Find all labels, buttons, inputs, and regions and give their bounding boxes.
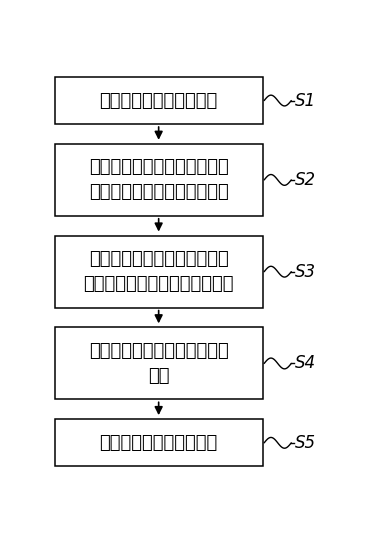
FancyBboxPatch shape: [54, 236, 263, 308]
Text: 对信标单元设定发射参数: 对信标单元设定发射参数: [99, 91, 218, 110]
Text: S4: S4: [295, 355, 316, 372]
FancyBboxPatch shape: [54, 144, 263, 216]
Text: 解除信标单元无线电信号: 解除信标单元无线电信号: [99, 434, 218, 452]
Text: S5: S5: [295, 434, 316, 452]
FancyBboxPatch shape: [54, 77, 263, 124]
FancyBboxPatch shape: [54, 419, 263, 466]
Text: 启动并驱使寻标小车靠近信标
单元: 启动并驱使寻标小车靠近信标 单元: [89, 342, 229, 385]
Text: S2: S2: [295, 171, 316, 189]
Text: S1: S1: [295, 91, 316, 110]
FancyBboxPatch shape: [54, 328, 263, 399]
Text: 信标单元发出特定频率且调制
有信标摩尔斯码的无线电信号: 信标单元发出特定频率且调制 有信标摩尔斯码的无线电信号: [89, 158, 229, 201]
Text: 对测向单元设定接收参数，识
别信标摩尔斯码启动无线电测向: 对测向单元设定接收参数，识 别信标摩尔斯码启动无线电测向: [84, 250, 234, 293]
Text: S3: S3: [295, 263, 316, 281]
